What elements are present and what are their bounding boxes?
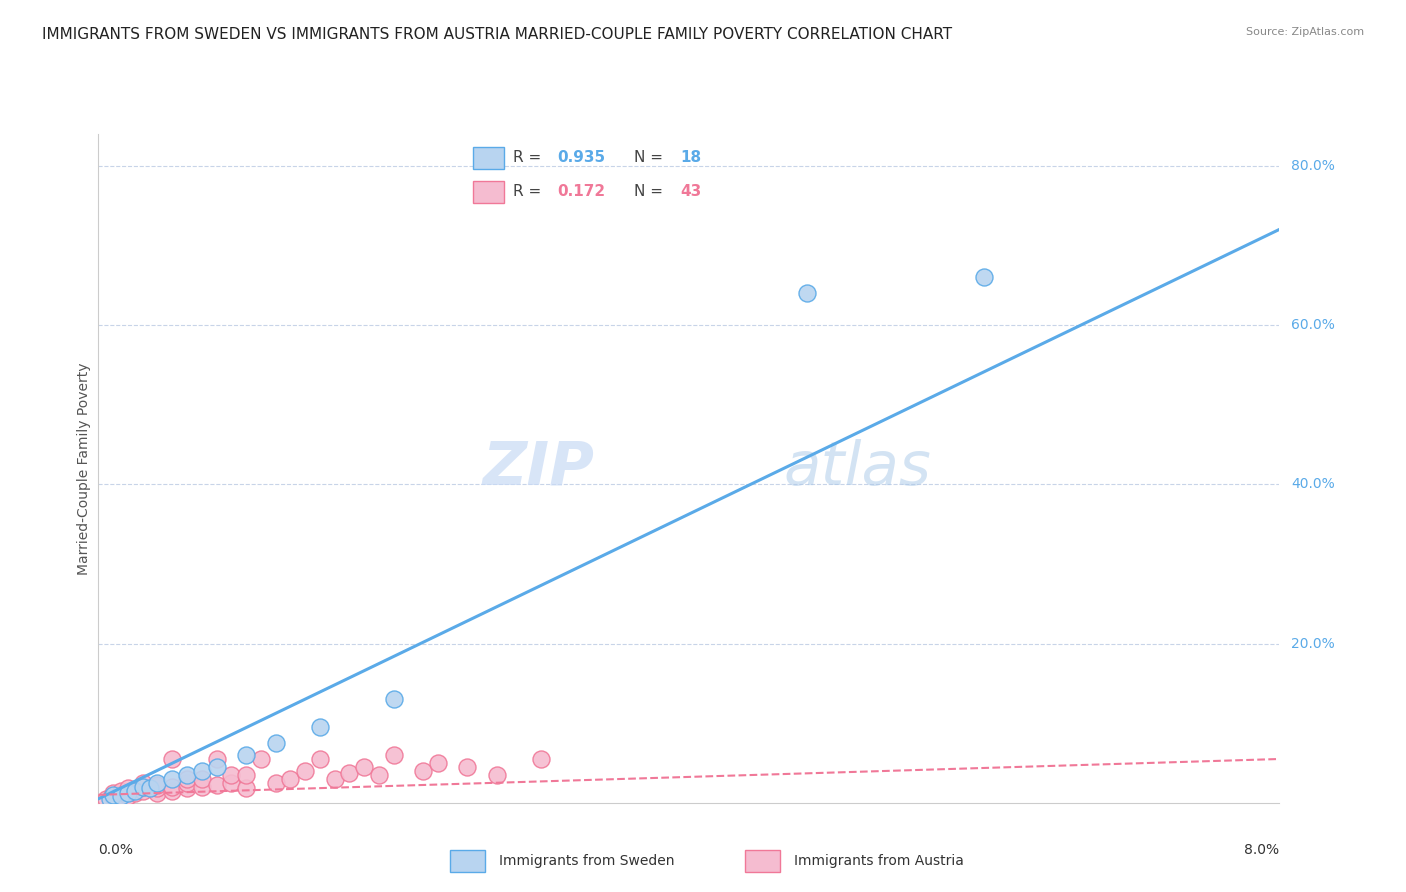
Point [139,781,162,796]
Point [132,776,155,790]
Point [219,776,242,790]
Text: ZIP: ZIP [482,439,595,498]
Point [103,786,124,800]
Point [367,768,389,782]
Text: Immigrants from Austria: Immigrants from Austria [794,854,965,868]
Point [124,784,146,798]
Point [117,789,139,804]
Point [176,768,198,782]
Point [176,781,198,796]
Point [308,720,332,734]
Point [146,776,169,790]
Text: 0.172: 0.172 [557,185,605,199]
Text: atlas: atlas [783,439,931,498]
Point [176,772,198,786]
Point [205,752,228,766]
Point [382,692,405,706]
Bar [745,849,780,872]
Point [162,784,183,798]
Point [412,764,434,778]
Point [98,792,121,806]
Point [132,780,155,794]
Point [162,772,183,786]
Point [235,781,257,796]
Text: R =: R = [513,150,547,165]
Point [219,768,242,782]
Bar [474,181,505,202]
Point [191,764,214,778]
Y-axis label: Married-Couple Family Poverty: Married-Couple Family Poverty [77,362,91,574]
Point [205,760,228,774]
Point [308,752,332,766]
Point [117,786,139,800]
Point [132,780,155,794]
Point [235,768,257,782]
Point [250,752,273,766]
Text: Source: ZipAtlas.com: Source: ZipAtlas.com [1246,27,1364,37]
Point [973,270,995,285]
Text: N =: N = [634,185,668,199]
Point [294,764,316,778]
Point [530,752,553,766]
Point [264,736,287,750]
Point [110,784,132,798]
Point [382,747,405,762]
Text: IMMIGRANTS FROM SWEDEN VS IMMIGRANTS FROM AUSTRIA MARRIED-COUPLE FAMILY POVERTY : IMMIGRANTS FROM SWEDEN VS IMMIGRANTS FRO… [42,27,952,42]
Text: N =: N = [634,150,668,165]
Point [176,776,198,790]
Point [191,772,214,786]
Point [264,776,287,790]
Point [146,778,169,792]
Point [323,772,346,786]
Point [110,788,132,802]
Point [205,778,228,792]
Point [278,772,301,786]
Text: R =: R = [513,185,547,199]
Point [235,747,257,762]
Text: 60.0%: 60.0% [1291,318,1336,332]
Point [124,786,146,800]
Bar [450,849,485,872]
Text: 20.0%: 20.0% [1291,637,1336,650]
Point [103,788,124,802]
Bar [474,147,505,169]
Point [103,789,124,804]
Text: 80.0%: 80.0% [1291,159,1336,173]
Text: 18: 18 [681,150,702,165]
Text: 40.0%: 40.0% [1291,477,1336,491]
Text: 8.0%: 8.0% [1244,843,1279,857]
Text: 0.935: 0.935 [557,150,605,165]
Point [110,789,132,804]
Point [337,765,360,780]
Point [162,752,183,766]
Point [796,286,818,301]
Point [146,786,169,800]
Point [117,781,139,796]
Point [146,781,169,796]
Point [94,792,117,806]
Point [456,760,478,774]
Point [485,768,508,782]
Text: 43: 43 [681,185,702,199]
Point [353,760,375,774]
Point [132,784,155,798]
Point [162,780,183,794]
Text: 0.0%: 0.0% [98,843,134,857]
Text: Immigrants from Sweden: Immigrants from Sweden [499,854,675,868]
Point [426,756,449,770]
Point [191,780,214,794]
